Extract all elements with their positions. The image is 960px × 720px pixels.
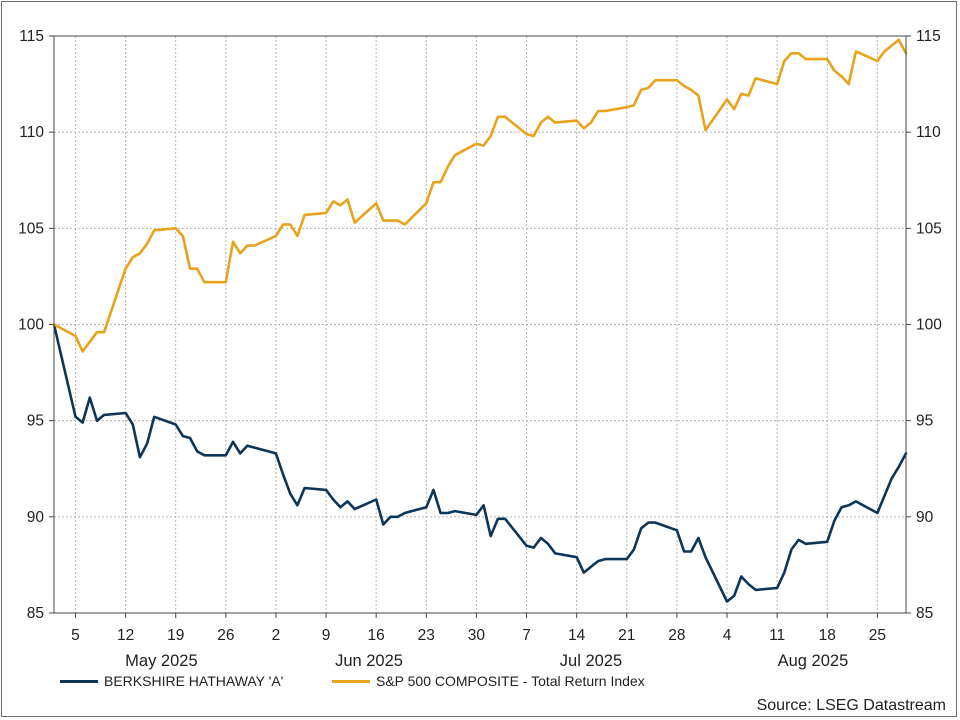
x-tick-label: 30 — [468, 627, 486, 644]
y-axis-left: 85 90 95 100 105 110 115 — [18, 28, 54, 622]
x-tick-label: 21 — [618, 627, 635, 644]
legend-label-sp500: S&P 500 COMPOSITE - Total Return Index — [376, 673, 645, 689]
series-line-sp500 — [52, 38, 908, 353]
legend-item-berkshire: BERKSHIRE HATHAWAY 'A' — [60, 673, 283, 689]
x-tick-label: 14 — [568, 627, 586, 644]
x-tick-label: 16 — [368, 627, 385, 644]
y-tick-label-right: 105 — [916, 220, 942, 237]
source-note: Source: LSEG Datastream — [756, 697, 946, 714]
y-tick-label-right: 100 — [916, 317, 942, 334]
x-tick-label: 12 — [117, 627, 134, 644]
plot-border — [53, 35, 907, 614]
x-tick-label: 11 — [769, 627, 785, 644]
y-axis-right: 85 90 95 100 105 110 115 — [906, 28, 942, 622]
x-month-label: Jul 2025 — [560, 652, 622, 670]
y-tick-label-left: 85 — [27, 605, 44, 622]
legend-item-sp500: S&P 500 COMPOSITE - Total Return Index — [332, 673, 645, 689]
y-tick-label-left: 100 — [18, 317, 44, 334]
y-tick-label-right: 85 — [916, 605, 933, 622]
legend-swatch-sp500 — [332, 679, 370, 683]
x-month-label: Aug 2025 — [778, 652, 849, 670]
y-tick-label-right: 115 — [916, 28, 941, 45]
y-tick-label-left: 105 — [18, 220, 44, 237]
x-tick-label: 2 — [272, 627, 281, 644]
series-line-berkshire — [52, 323, 908, 603]
legend-label-berkshire: BERKSHIRE HATHAWAY 'A' — [104, 673, 284, 689]
x-tick-label: 18 — [819, 627, 836, 644]
y-tick-label-right: 95 — [916, 413, 933, 430]
grid-lines — [54, 36, 906, 613]
x-tick-label: 9 — [322, 627, 331, 644]
y-tick-label-right: 90 — [916, 509, 934, 526]
y-tick-label-left: 110 — [19, 124, 44, 141]
x-tick-label: 26 — [217, 627, 234, 644]
y-tick-label-left: 90 — [27, 509, 45, 526]
y-tick-label-right: 110 — [916, 124, 941, 141]
y-tick-label-left: 95 — [27, 413, 44, 430]
x-tick-label: 7 — [522, 627, 531, 644]
x-tick-label: 4 — [723, 627, 732, 644]
x-month-label: Jun 2025 — [335, 652, 403, 670]
x-axis: 5 12 19 26 2 9 16 23 30 7 14 21 28 4 11 18 25 May 2025 Jun… — [71, 613, 886, 670]
x-tick-label: 19 — [167, 627, 184, 644]
series-group — [52, 38, 908, 603]
x-month-label: May 2025 — [125, 652, 197, 670]
x-tick-label: 25 — [869, 627, 886, 644]
x-tick-label: 23 — [418, 627, 435, 644]
y-tick-label-left: 115 — [19, 28, 44, 45]
x-tick-label: 5 — [71, 627, 80, 644]
legend-swatch-berkshire — [60, 679, 98, 683]
x-tick-label: 28 — [668, 627, 685, 644]
